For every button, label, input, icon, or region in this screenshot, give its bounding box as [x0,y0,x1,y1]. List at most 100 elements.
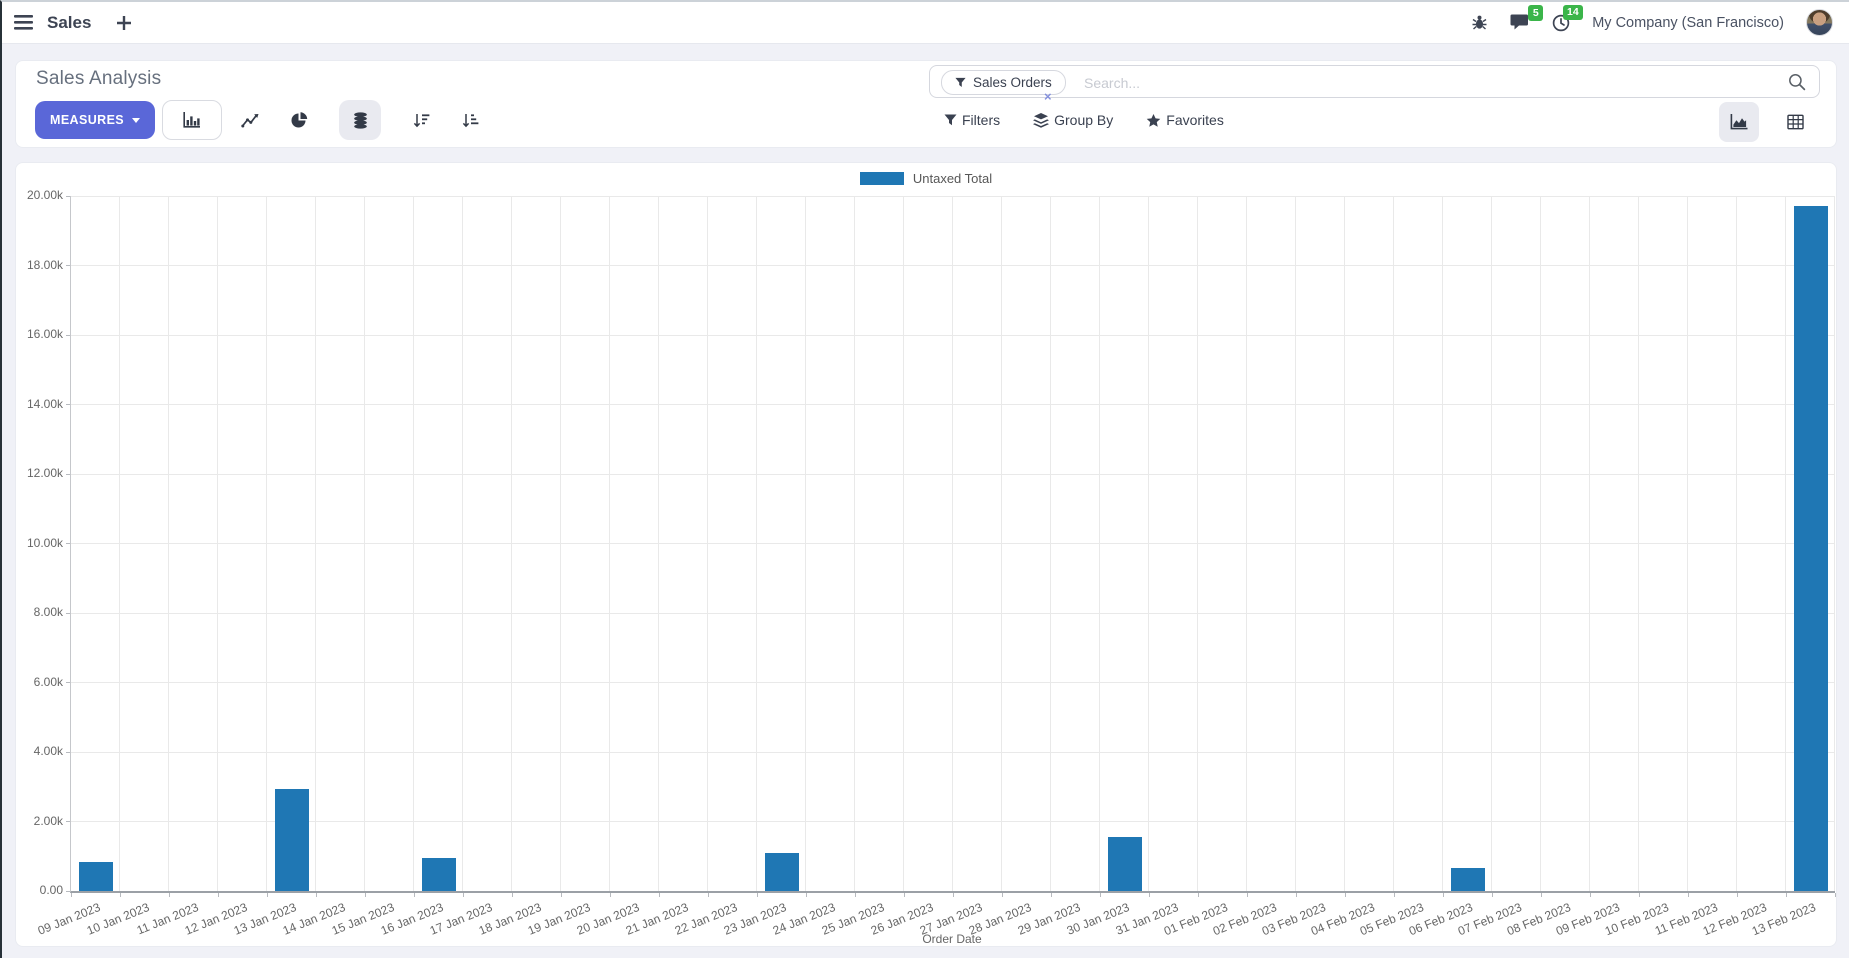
search-bar[interactable]: Sales Orders × [929,65,1820,103]
bar[interactable] [421,858,456,891]
v-gridline [805,196,806,891]
sort-descending-button[interactable] [400,100,442,140]
graph-view-button[interactable] [1719,102,1759,142]
x-axis-title: Order Date [922,932,982,946]
funnel-icon [955,77,966,87]
app-name[interactable]: Sales [47,12,92,32]
v-gridline [413,196,414,891]
search-icon[interactable] [1788,73,1806,91]
h-gridline [71,682,1835,683]
funnel-icon [944,114,957,126]
x-tick [1834,893,1836,897]
y-tick [66,334,70,336]
x-tick [1736,893,1738,897]
activities-badge: 14 [1562,4,1584,20]
y-tick [66,751,70,753]
star-icon [1147,113,1161,127]
layers-icon [1033,112,1050,128]
favorites-button[interactable]: Favorites [1146,112,1224,128]
search-facet-label: Sales Orders [973,75,1052,90]
search-input[interactable] [1082,66,1686,99]
x-tick [707,893,709,897]
hamburger-icon[interactable] [14,15,33,30]
v-gridline [1687,196,1688,891]
v-gridline [217,196,218,891]
h-gridline [71,404,1835,405]
y-tick [66,821,70,822]
v-gridline [1295,196,1296,891]
v-gridline [1246,196,1247,891]
messages-button[interactable]: 5 [1510,5,1544,31]
bar[interactable] [764,853,799,891]
v-gridline [1393,196,1394,891]
chevron-down-icon [132,117,141,123]
x-tick [854,893,856,897]
plus-icon[interactable] [117,15,132,30]
v-gridline [707,196,708,891]
view-switcher [1719,102,1815,142]
h-gridline [71,821,1835,822]
group-by-label: Group By [1054,112,1114,128]
y-axis-label: 6.00k [33,674,63,689]
bar[interactable] [1450,868,1485,891]
bar[interactable] [78,862,113,891]
bar-chart-view-button[interactable] [162,100,223,140]
user-avatar[interactable] [1806,9,1833,36]
chart-legend[interactable]: Untaxed Total [16,171,1836,186]
h-gridline [71,265,1835,266]
y-tick [66,195,70,197]
area-chart-icon [1730,114,1748,130]
pivot-view-button[interactable] [1775,102,1815,142]
sort-asc-icon [462,113,478,127]
x-tick [1393,893,1395,897]
stacked-toggle-button[interactable] [339,100,382,140]
v-gridline [1344,196,1345,891]
y-axis-label: 2.00k [33,813,63,828]
bar-chart-icon [183,112,201,128]
group-by-button[interactable]: Group By [1033,112,1113,128]
activities-button[interactable]: 14 [1552,4,1584,32]
x-tick [1344,893,1346,897]
search-facet[interactable]: Sales Orders [941,70,1066,95]
x-tick [1295,893,1297,897]
y-tick [66,543,70,544]
sort-ascending-button[interactable] [449,100,491,140]
filter-row: Filters Group By Favorites [944,100,1224,140]
v-gridline [1638,196,1639,891]
v-gridline [1001,196,1002,891]
x-tick [315,893,317,897]
measures-button[interactable]: MEASURES [35,101,156,139]
company-switcher[interactable]: My Company (San Francisco) [1592,14,1784,31]
v-gridline [511,196,512,891]
bug-icon[interactable] [1471,14,1488,31]
x-tick [609,893,611,897]
v-gridline [1589,196,1590,891]
x-tick [658,893,660,897]
pie-chart-icon [291,111,307,127]
x-tick [364,893,366,897]
v-gridline [364,196,365,891]
x-tick [266,893,268,897]
x-tick [1197,893,1199,897]
x-tick [1589,893,1591,897]
pie-chart-view-button[interactable] [278,100,320,140]
bar[interactable] [274,789,309,891]
h-gridline [71,543,1835,544]
facet-remove-button[interactable]: × [1044,89,1052,104]
x-tick [70,893,72,897]
h-gridline [71,751,1835,753]
y-tick [66,404,70,405]
x-tick [1687,893,1689,897]
x-tick [1246,893,1248,897]
h-gridline [71,473,1835,475]
x-tick [511,893,513,897]
filters-button[interactable]: Filters [944,112,1000,128]
bar[interactable] [1107,837,1142,891]
y-axis-label: 20.00k [26,188,63,202]
measure-row: MEASURES [35,100,491,140]
bar[interactable] [1793,206,1828,891]
x-tick [1050,893,1052,897]
line-chart-view-button[interactable] [229,100,271,140]
v-gridline [462,196,463,891]
v-gridline [1442,196,1443,891]
